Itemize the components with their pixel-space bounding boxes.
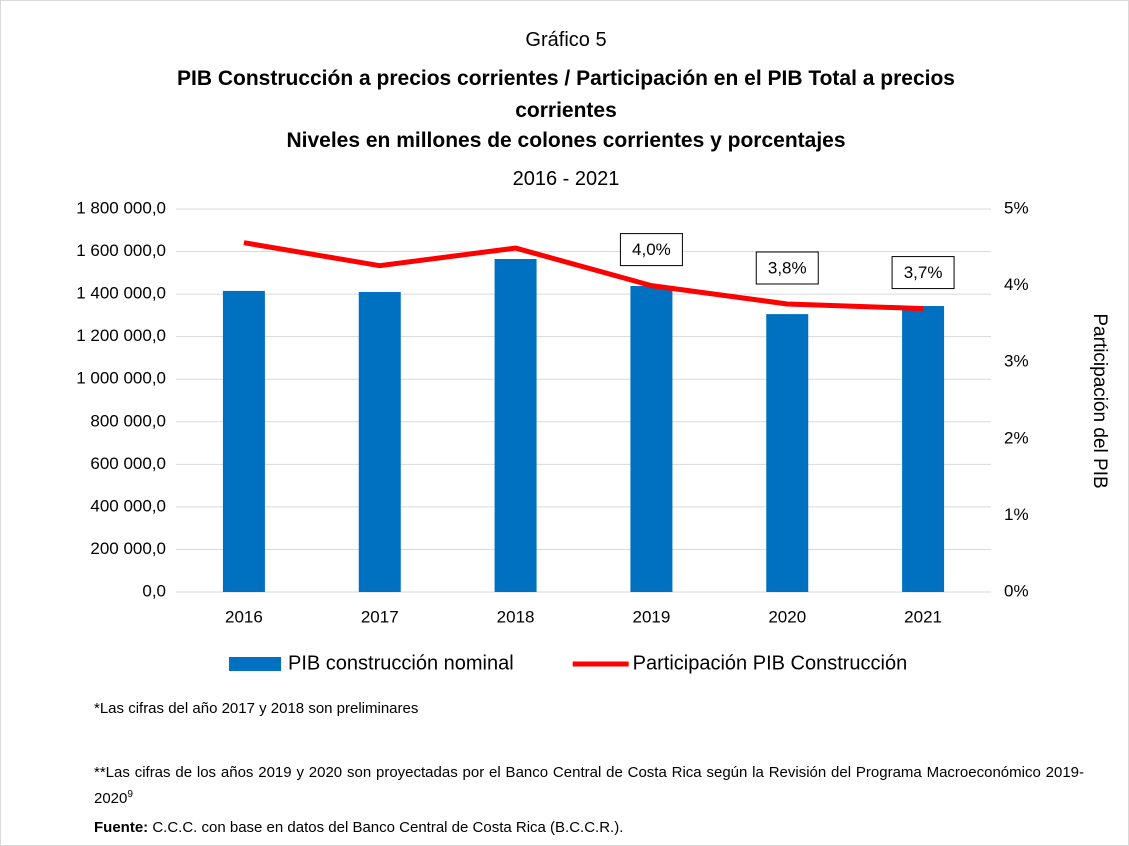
note: **Las cifras de los años 2019 y 2020 son… [94,762,1084,810]
source-label: Fuente: [94,819,149,836]
source-text: C.C.C. con base en datos del Banco Centr… [152,819,624,836]
x-tick-label: 2020 [768,607,806,626]
y2-tick-label: 1% [1004,505,1029,524]
bar [766,314,809,592]
bar [630,286,673,592]
y-tick-label: 1 400 000,0 [76,284,166,303]
bar [358,291,401,592]
y-tick-label: 1 000 000,0 [76,369,166,388]
period: 2016 - 2021 [512,168,620,190]
legend-swatch [229,657,281,671]
value-label-box [891,256,955,290]
y2-tick-label: 2% [1004,428,1029,447]
y-tick-label: 1 600 000,0 [76,241,166,260]
note-text: **Las cifras de los años 2019 y 2020 son… [94,764,1084,807]
y-tick-label: 1 800 000,0 [76,198,166,217]
value-label: 3,7% [904,263,943,282]
y2-axis-title: Participación del PIB [1089,313,1110,488]
note: *Las cifras del año 2017 y 2018 son prel… [94,700,419,717]
x-tick-label: 2021 [904,607,942,626]
y2-tick-label: 4% [1004,275,1029,294]
y-tick-label: 400 000,0 [90,496,166,515]
y2-tick-label: 0% [1004,581,1029,600]
source: Fuente: C.C.C. con base en datos del Ban… [94,817,1084,839]
y-tick-label: 1 200 000,0 [76,326,166,345]
legend-label: PIB construcción nominal [288,652,514,674]
chart-title: PIB Construcción a precios corrientes / … [176,67,955,122]
bar [222,290,265,592]
x-tick-label: 2018 [497,607,535,626]
x-tick-label: 2017 [361,607,399,626]
bar [902,306,945,592]
line [243,240,924,312]
y-tick-label: 600 000,0 [90,454,166,473]
caption: Gráfico 5 [525,29,607,51]
value-label-box [755,251,819,285]
bar [494,259,537,592]
y-tick-label: 200 000,0 [90,539,166,558]
y-tick-label: 0,0 [142,581,166,600]
x-tick-label: 2019 [633,607,671,626]
value-label-box [619,233,683,267]
footnote-mark: 9 [127,789,133,800]
y-tick-label: 800 000,0 [90,411,166,430]
y2-tick-label: 5% [1004,198,1029,217]
value-label: 4,0% [632,240,671,259]
legend-label: Participación PIB Construcción [633,652,908,674]
value-label: 3,8% [768,258,807,277]
y2-tick-label: 3% [1004,352,1029,371]
subtitle: Niveles en millones de colones corriente… [286,129,846,152]
x-tick-label: 2016 [225,607,263,626]
